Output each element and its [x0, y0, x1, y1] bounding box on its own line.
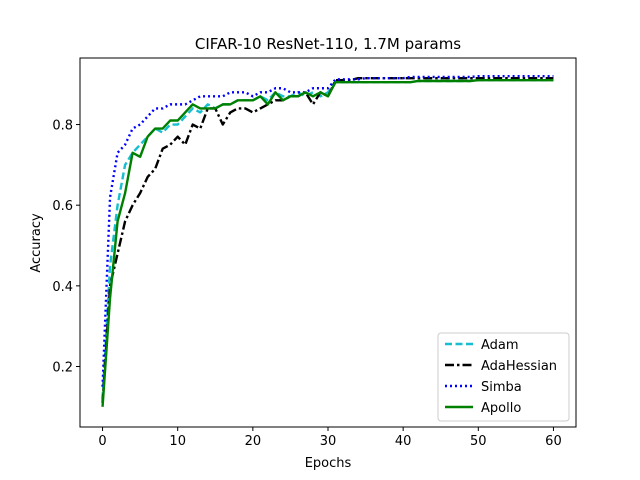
x-axis-label: Epochs — [305, 456, 352, 471]
x-tick-label: 50 — [470, 434, 487, 449]
series-lines — [101, 74, 554, 407]
series-line-apollo — [101, 78, 554, 407]
y-axis-label: Accuracy — [29, 213, 44, 273]
x-tick-label: 30 — [320, 434, 337, 449]
y-tick-label: 0.8 — [52, 119, 73, 134]
x-tick-label: 20 — [245, 434, 262, 449]
legend-label-apollo: Apollo — [481, 401, 521, 416]
x-tick-label: 60 — [545, 434, 562, 449]
x-tick-label: 10 — [169, 434, 186, 449]
legend: Adam AdaHessian Simba Apollo — [437, 332, 570, 422]
series-line-adahessian — [101, 76, 554, 403]
legend-label-simba: Simba — [481, 380, 522, 395]
legend-label-adam: Adam — [481, 338, 519, 353]
chart-title: CIFAR-10 ResNet-110, 1.7M params — [195, 35, 461, 53]
y-tick-label: 0.6 — [52, 199, 73, 214]
x-tick-label: 40 — [395, 434, 412, 449]
legend-box — [437, 332, 570, 422]
plot-area — [101, 74, 554, 407]
x-tick-label: 0 — [98, 434, 106, 449]
axes: 0 10 20 30 40 50 60 0.2 0.4 0.6 0.8 — [52, 57, 577, 449]
y-tick-label: 0.2 — [52, 361, 73, 376]
y-tick-label: 0.4 — [52, 280, 73, 295]
series-line-simba — [101, 74, 554, 387]
legend-label-adahessian: AdaHessian — [481, 359, 557, 374]
